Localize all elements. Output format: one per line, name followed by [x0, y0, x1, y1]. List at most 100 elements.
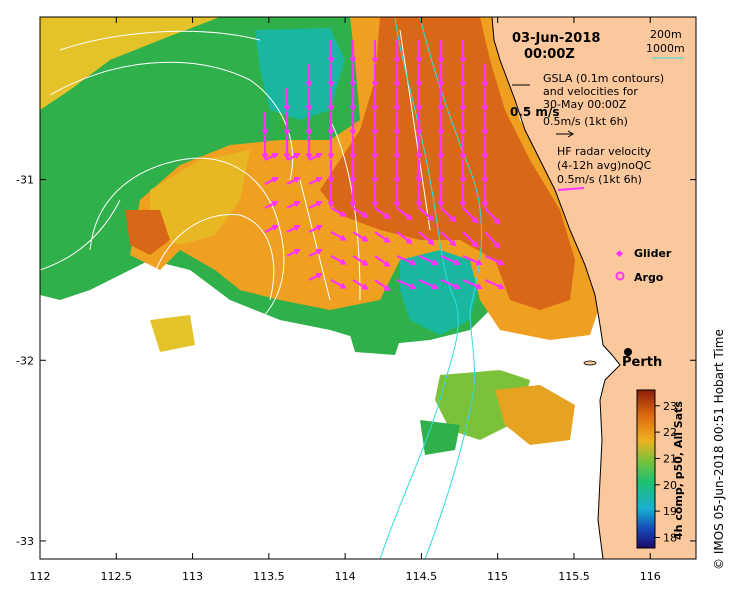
- velocity-arrow: [330, 255, 346, 265]
- colorbar-tick-label: 19: [663, 505, 677, 518]
- velocity-arrow: [286, 201, 300, 209]
- x-tick-label: 114.5: [406, 570, 438, 583]
- sst-teal-patch: [255, 28, 345, 120]
- velocity-arrowhead: [415, 177, 423, 185]
- colorbar-tick-label: 18: [663, 531, 677, 544]
- colorbar-tick-label: 23: [663, 400, 677, 413]
- isobath-200-label: 200m: [650, 28, 682, 41]
- velocity-arrowhead: [383, 212, 391, 219]
- velocity-arrowhead: [481, 153, 489, 161]
- velocity-arrow: [374, 255, 390, 267]
- velocity-arrowhead: [453, 259, 461, 266]
- colorbar-tick-label: 22: [663, 426, 677, 439]
- gsla-line2: and velocities for: [543, 85, 638, 98]
- velocity-arrowhead: [315, 176, 323, 183]
- velocity-arrowhead: [361, 235, 369, 242]
- x-axis: 112 112.5 113 113.5 114 114.5 115 115.5 116: [30, 17, 661, 583]
- velocity-arrowhead: [437, 129, 445, 137]
- velocity-arrow: [286, 225, 300, 233]
- gsla-scale-arrowhead: [567, 130, 574, 138]
- velocity-arrowhead: [459, 81, 467, 89]
- x-tick-label: 114: [335, 570, 356, 583]
- velocity-arrow: [352, 279, 368, 290]
- velocity-arrow: [440, 231, 456, 246]
- velocity-scale-label: 0.5 m/s: [510, 105, 559, 119]
- velocity-arrow: [418, 278, 438, 290]
- velocity-arrow: [462, 278, 482, 290]
- velocity-arrowhead: [437, 177, 445, 185]
- sst-teal-patch: [400, 245, 480, 335]
- velocity-arrowhead: [327, 105, 335, 113]
- velocity-arrowhead: [393, 81, 401, 89]
- credit-text: © IMOS 05-Jun-2018 00:51 Hobart Time: [712, 329, 726, 570]
- sst-hot-core: [125, 210, 170, 255]
- velocity-arrowhead: [339, 210, 347, 217]
- velocity-arrow: [440, 254, 460, 266]
- velocity-arrow: [484, 254, 504, 266]
- velocity-arrowhead: [437, 201, 445, 209]
- velocity-arrowhead: [493, 242, 501, 249]
- velocity-arrowhead: [261, 153, 269, 161]
- plot-frame: [39, 16, 697, 560]
- velocity-arrow: [396, 254, 416, 266]
- colorbar: [636, 389, 656, 549]
- velocity-arrowhead: [393, 201, 401, 209]
- sst-south-patch: [495, 385, 575, 445]
- velocity-arrowhead: [327, 129, 335, 137]
- velocity-arrow: [418, 231, 434, 245]
- velocity-arrowhead: [349, 129, 357, 137]
- velocity-arrowhead: [405, 237, 413, 245]
- sst-south-patch: [420, 420, 460, 455]
- velocity-arrow: [264, 177, 278, 185]
- velocity-arrowhead: [349, 177, 357, 185]
- velocity-arrowhead: [459, 105, 467, 113]
- perth-label: Perth: [622, 355, 662, 370]
- velocity-arrow: [484, 207, 500, 224]
- x-tick-label: 113: [182, 570, 203, 583]
- gsla-contours: [40, 29, 431, 321]
- velocity-arrowhead: [449, 215, 457, 223]
- velocity-arrowhead: [271, 224, 279, 231]
- velocity-arrowhead: [371, 129, 379, 137]
- velocity-arrowhead: [497, 259, 505, 266]
- velocity-arrow: [264, 225, 278, 233]
- colorbar-tick-label: 20: [663, 479, 677, 492]
- velocity-arrow: [308, 249, 322, 257]
- velocity-arrow: [396, 231, 412, 244]
- velocity-arrow: [264, 201, 278, 209]
- sst-south-patch: [350, 335, 400, 355]
- glider-label: Glider: [634, 247, 672, 260]
- velocity-arrowhead: [481, 129, 489, 137]
- gsla-line1: GSLA (0.1m contours): [543, 72, 664, 85]
- velocity-arrowhead: [283, 105, 291, 113]
- velocity-arrowhead: [371, 201, 379, 209]
- velocity-arrowhead: [349, 81, 357, 89]
- colorbar-ticks: 23 22 21 20 19 18: [655, 400, 677, 544]
- isobaths: [379, 17, 482, 559]
- velocity-arrowhead: [349, 201, 357, 209]
- velocity-arrowhead: [393, 177, 401, 185]
- velocity-arrow: [308, 153, 322, 161]
- velocity-arrowhead: [293, 248, 301, 255]
- velocity-arrow: [484, 231, 500, 248]
- velocity-arrow: [484, 278, 504, 290]
- x-tick-label: 115: [487, 570, 508, 583]
- velocity-arrowhead: [475, 283, 483, 290]
- velocity-arrowhead: [437, 81, 445, 89]
- y-tick-label: -31: [16, 174, 34, 187]
- velocity-arrow: [440, 278, 460, 290]
- velocity-arrowhead: [293, 176, 301, 183]
- velocity-arrowhead: [427, 238, 435, 246]
- velocity-arrowhead: [459, 57, 467, 65]
- velocity-arrowhead: [315, 224, 323, 231]
- velocity-arrow: [440, 207, 456, 222]
- argo-label: Argo: [634, 271, 664, 284]
- velocity-arrowhead: [271, 152, 279, 159]
- velocity-arrowhead: [315, 152, 323, 159]
- velocity-arrowhead: [459, 201, 467, 209]
- argo-marker-icon: [615, 271, 625, 281]
- hf-scale: 0.5m/s (1kt 6h): [557, 173, 642, 186]
- velocity-arrowhead: [361, 283, 369, 290]
- perth-marker-icon: [624, 348, 632, 356]
- velocity-arrowhead: [305, 153, 313, 161]
